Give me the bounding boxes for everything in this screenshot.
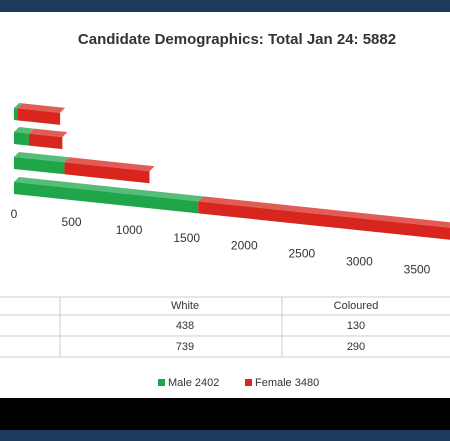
table-header: Coloured [334, 300, 379, 312]
x-tick-label: 1000 [116, 223, 143, 237]
legend: Male 2402 Female 3480 [158, 377, 319, 389]
bar-segment [14, 108, 18, 121]
bar-top [17, 103, 66, 113]
bar-segment [14, 157, 65, 175]
table: White Coloured 438 130 739 290 [0, 296, 450, 358]
bar-segment [28, 133, 63, 150]
bar-segment [14, 132, 29, 146]
legend-label: Male 2402 [168, 377, 219, 389]
table-cell: 438 [176, 320, 194, 332]
bar-top [14, 127, 34, 134]
x-tick-label: 1500 [173, 231, 200, 245]
bottom-strip [0, 430, 450, 441]
bar-segment [198, 201, 450, 240]
x-tick-label: 3000 [346, 254, 373, 268]
legend-swatch [245, 379, 252, 386]
legend-swatch [158, 379, 165, 386]
bar-top [14, 152, 70, 163]
x-tick-label: 0 [11, 207, 18, 221]
bar-top [198, 196, 450, 228]
x-tick-label: 2500 [289, 247, 316, 261]
bar-segment [64, 162, 150, 184]
bar-top [14, 103, 23, 109]
x-tick-label: 2000 [231, 239, 258, 253]
table-header: White [171, 300, 199, 312]
bar-segment [17, 108, 61, 125]
chart-title: Candidate Demographics: Total Jan 24: 58… [78, 31, 396, 48]
top-band [0, 0, 450, 12]
x-tick-label: 3500 [404, 262, 431, 276]
legend-label: Female 3480 [255, 377, 319, 389]
bottom-band [0, 398, 450, 430]
plot: 0 500 1000 1500 2000 2500 3000 3500 [11, 103, 450, 276]
bar-segment [14, 182, 199, 214]
table-cell: 130 [347, 320, 365, 332]
table-cell: 290 [347, 341, 365, 353]
bar-top [14, 177, 204, 202]
bar-top [64, 157, 155, 172]
table-cell: 739 [176, 341, 194, 353]
bar-top [28, 128, 68, 138]
x-tick-label: 500 [62, 215, 82, 229]
